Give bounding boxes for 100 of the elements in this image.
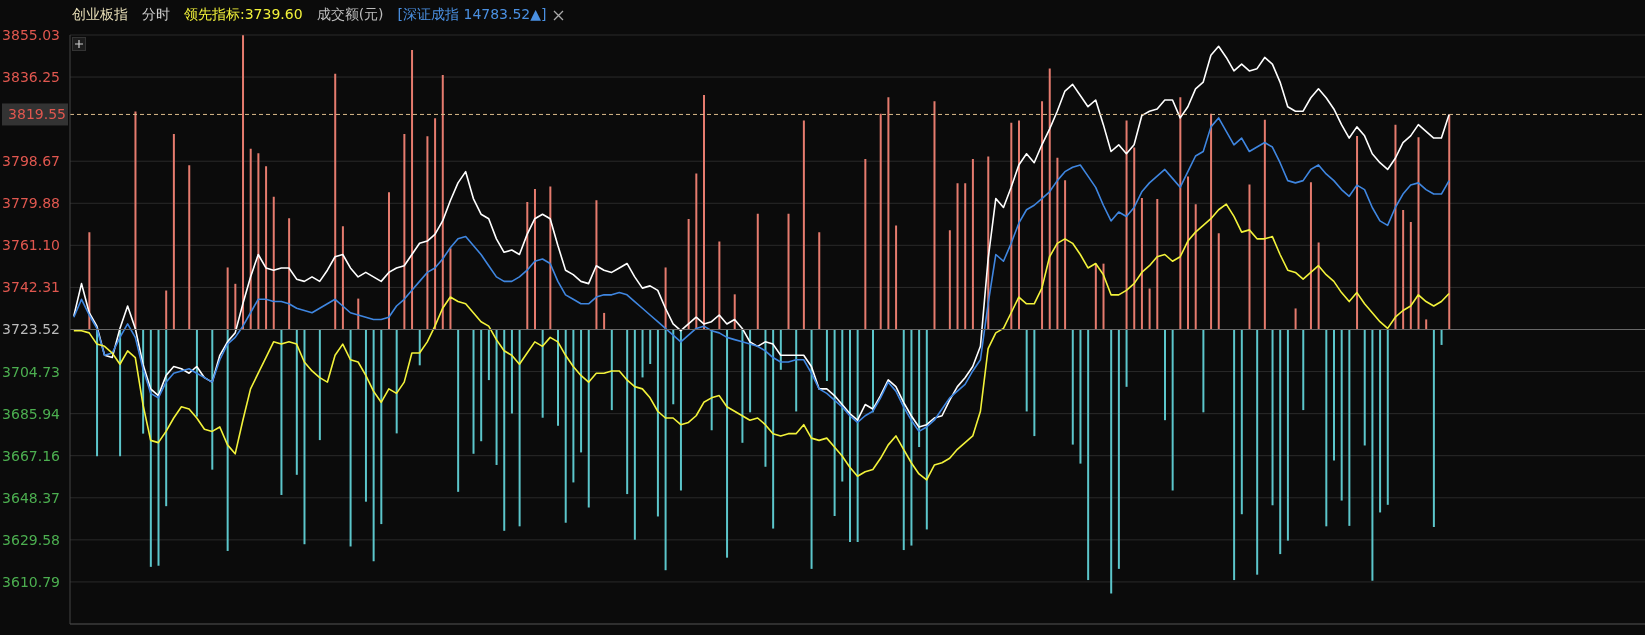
- bar: [1402, 209, 1405, 330]
- bar: [1409, 222, 1412, 330]
- bar: [1440, 329, 1443, 345]
- bar: [334, 73, 337, 330]
- y-tick-label: 3779.88: [2, 195, 60, 212]
- bar: [1163, 329, 1166, 421]
- bar: [341, 226, 344, 330]
- chart-title: 创业板指: [72, 6, 128, 24]
- bar: [772, 329, 775, 529]
- bar: [695, 173, 698, 330]
- bar: [1117, 329, 1120, 569]
- bar: [1294, 308, 1297, 330]
- bar: [1079, 329, 1082, 464]
- bar: [1317, 242, 1320, 330]
- bar: [910, 329, 913, 546]
- bar: [1025, 329, 1028, 412]
- bar: [249, 148, 252, 330]
- bar: [487, 329, 490, 381]
- y-tick-label: 3704.73: [2, 363, 60, 380]
- bar: [364, 329, 367, 502]
- bar: [649, 329, 652, 364]
- bar: [1386, 329, 1389, 505]
- text: 成交额(元): [316, 6, 384, 24]
- bar: [1417, 137, 1420, 330]
- bar: [1140, 198, 1143, 330]
- bar: [1056, 157, 1059, 330]
- bar: [656, 329, 659, 517]
- bar: [818, 232, 821, 330]
- bar: [295, 329, 298, 475]
- bar: [895, 225, 898, 330]
- bar: [1033, 329, 1036, 437]
- bar: [265, 166, 268, 330]
- text: 领先指标:3739.60: [184, 6, 303, 24]
- bar: [1394, 124, 1397, 330]
- bar: [825, 329, 828, 381]
- bar: [841, 329, 844, 482]
- bar: [787, 213, 790, 330]
- bar: [726, 329, 729, 558]
- bar: [733, 294, 736, 330]
- text: [深证成指 14783.52▲]: [397, 6, 547, 24]
- bar: [1156, 198, 1159, 330]
- bar: [388, 192, 390, 330]
- bar: [1248, 184, 1251, 330]
- bar: [1094, 263, 1097, 330]
- y-tick-label: 3761.10: [2, 237, 60, 254]
- bar: [1217, 233, 1220, 330]
- bar: [1340, 329, 1343, 501]
- y-tick-label: 3742.31: [2, 279, 60, 296]
- bar: [856, 329, 859, 542]
- bar: [641, 329, 644, 378]
- bar: [165, 329, 168, 507]
- bar: [349, 329, 352, 547]
- bar: [1125, 329, 1128, 387]
- bar: [572, 329, 575, 483]
- bar: [925, 329, 928, 530]
- bar: [372, 329, 375, 562]
- bar: [518, 329, 521, 527]
- bar: [1233, 329, 1236, 581]
- bar: [595, 200, 598, 330]
- bar: [802, 120, 805, 330]
- bar: [1325, 329, 1328, 527]
- bar: [303, 329, 306, 545]
- y-tick-label: 3798.67: [2, 153, 60, 170]
- bar: [810, 329, 813, 569]
- bar: [971, 159, 974, 330]
- bar: [272, 196, 275, 330]
- bar: [1071, 329, 1074, 445]
- bar: [411, 50, 414, 330]
- y-tick-label: 3648.37: [2, 489, 60, 506]
- bar: [1356, 136, 1359, 330]
- bar: [918, 329, 921, 448]
- bar: [626, 329, 629, 495]
- bar: [480, 329, 483, 442]
- bar: [1371, 329, 1374, 581]
- bar: [549, 186, 552, 330]
- y-tick-label: 3629.58: [2, 531, 60, 548]
- bar: [280, 329, 283, 495]
- bar: [933, 101, 936, 330]
- bar: [526, 202, 529, 330]
- bar: [1363, 329, 1366, 446]
- y-tick-label: 3685.94: [2, 405, 61, 422]
- bar: [226, 329, 229, 551]
- bar: [357, 298, 360, 330]
- bar: [119, 329, 122, 457]
- bar: [234, 283, 237, 330]
- bar: [541, 329, 544, 418]
- bar: [495, 329, 498, 465]
- bar: [764, 329, 767, 467]
- bar: [380, 329, 383, 525]
- bar: [395, 329, 398, 434]
- bar: [1064, 180, 1067, 330]
- bar: [1425, 319, 1428, 330]
- bar: [1187, 176, 1190, 330]
- bar: [833, 329, 836, 517]
- bar: [426, 136, 429, 330]
- bar: [564, 329, 567, 523]
- bar: [1048, 68, 1051, 330]
- bar: [1271, 329, 1274, 506]
- bar: [610, 329, 613, 411]
- bar: [1125, 120, 1128, 330]
